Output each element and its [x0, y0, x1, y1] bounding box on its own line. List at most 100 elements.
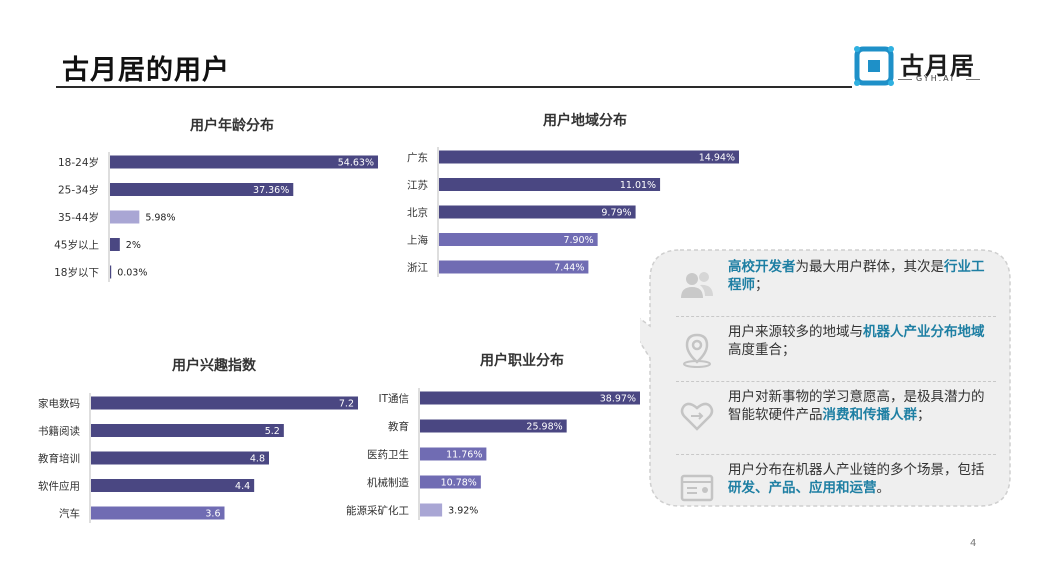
text-segment: 行业工程师	[728, 259, 985, 293]
interest-value-label: 5.2	[265, 426, 280, 437]
age-bar	[110, 238, 120, 251]
region-value-label: 11.01%	[620, 180, 656, 191]
interest-chart-title: 用户兴趣指数	[172, 358, 256, 374]
callout-text-3: 用户对新事物的学习意愿高，是极具潜力的智能软硬件产品消费和传播人群；	[728, 388, 996, 424]
occupation-chart-title: 用户职业分布	[480, 353, 564, 369]
page-title: 古月居的用户	[62, 55, 230, 86]
region-value-label: 9.79%	[601, 208, 631, 219]
text-segment: 研发、产品、应用和运营	[728, 480, 877, 496]
region-chart-title: 用户地域分布	[543, 113, 627, 129]
interest-category-label: 汽车	[59, 507, 80, 520]
age-value-label: 0.03%	[117, 268, 147, 279]
text-segment: 用户分布在机器人产业链的多个场景，包括	[728, 462, 985, 478]
callout-item-learning: 用户对新事物的学习意愿高，是极具潜力的智能软硬件产品消费和传播人群；	[676, 388, 996, 454]
logo-mark-icon	[854, 46, 894, 86]
region-bar	[439, 260, 589, 274]
age-category-label: 18岁以下	[54, 266, 99, 279]
age-chart-title: 用户年龄分布	[190, 118, 274, 134]
occupation-value-label: 3.92%	[448, 506, 478, 517]
title-divider	[56, 86, 852, 88]
callout-text-2: 用户来源较多的地域与机器人产业分布地域高度重合；	[728, 323, 996, 359]
interest-category-label: 书籍阅读	[38, 425, 80, 438]
interest-value-label: 4.4	[235, 481, 250, 492]
logo-text: 古月居	[900, 52, 975, 80]
id-card-icon	[680, 474, 714, 502]
interest-bar	[91, 424, 284, 437]
callout-item-scenarios: 用户分布在机器人产业链的多个场景，包括研发、产品、应用和运营。	[676, 461, 996, 519]
text-segment: 为最大用户群体，其次是	[795, 259, 945, 275]
callout-divider	[676, 316, 996, 317]
age-category-label: 35-44岁	[58, 211, 99, 224]
age-value-label: 5.98%	[145, 213, 175, 224]
region-bar	[439, 205, 636, 219]
age-bar	[110, 265, 112, 279]
interest-value-label: 4.8	[250, 454, 265, 465]
interest-value-label: 7.2	[339, 399, 354, 410]
age-category-label: 25-34岁	[58, 184, 99, 197]
region-value-label: 14.94%	[699, 153, 735, 164]
occupation-category-label: 能源采矿化工	[346, 504, 409, 517]
text-segment: ；	[755, 277, 769, 293]
region-bar	[439, 150, 739, 164]
interest-bar	[91, 396, 358, 410]
occupation-bar	[420, 503, 443, 517]
occupation-value-label: 11.76%	[446, 450, 482, 461]
region-category-label: 北京	[407, 206, 428, 219]
callout-text-4: 用户分布在机器人产业链的多个场景，包括研发、产品、应用和运营。	[728, 461, 996, 497]
heart-icon	[680, 402, 714, 431]
region-category-label: 江苏	[407, 179, 428, 192]
callout-bubble	[640, 249, 1011, 507]
callout-divider	[676, 381, 996, 382]
logo-subtitle: GYH.AI	[916, 74, 955, 83]
interest-value-label: 3.6	[205, 509, 220, 520]
occupation-bar	[420, 391, 640, 405]
region-value-label: 7.44%	[554, 263, 584, 274]
region-bar	[439, 178, 661, 191]
callout-item-regions: 用户来源较多的地域与机器人产业分布地域高度重合；	[676, 323, 996, 381]
interest-category-label: 软件应用	[38, 480, 80, 493]
age-value-label: 54.63%	[338, 158, 374, 169]
location-pin-icon	[683, 333, 711, 368]
logo-line-left	[898, 79, 912, 80]
occupation-category-label: IT通信	[378, 393, 409, 405]
region-value-label: 7.90%	[563, 235, 593, 246]
text-segment: ；	[917, 407, 931, 423]
text-segment: 用户对新事物的学习意愿高，是极具潜力的智能软硬件产品	[728, 389, 985, 423]
occupation-value-label: 38.97%	[600, 394, 636, 405]
text-segment: 机器人产业分布地域	[863, 324, 985, 340]
interest-bar	[91, 506, 225, 520]
logo: 古月居 GYH.AI	[854, 44, 990, 88]
interest-bar	[91, 451, 269, 465]
age-value-label: 2%	[126, 240, 141, 251]
occupation-value-label: 25.98%	[526, 422, 562, 433]
occupation-value-label: 10.78%	[441, 478, 477, 489]
age-bar	[110, 210, 140, 224]
region-category-label: 上海	[407, 234, 428, 247]
age-value-label: 37.36%	[253, 185, 289, 196]
occupation-bar	[420, 475, 481, 489]
text-segment: 高校开发者	[728, 259, 796, 275]
age-category-label: 18-24岁	[58, 156, 99, 169]
age-bar	[110, 155, 378, 169]
text-segment: 消费和传播人群	[822, 407, 918, 423]
occupation-bar	[420, 419, 567, 433]
page-number: 4	[970, 538, 977, 549]
interest-bar	[91, 479, 255, 492]
region-bar	[439, 233, 598, 246]
occupation-category-label: 医药卫生	[367, 448, 409, 461]
callout-content: 高校开发者为最大用户群体，其次是行业工程师； 用户来源较多的地域与机器人产业分布…	[676, 258, 996, 519]
text-segment: 高度重合；	[728, 342, 796, 358]
text-segment: 用户来源较多的地域与	[728, 324, 863, 340]
region-category-label: 广东	[407, 151, 428, 164]
callout-item-developers: 高校开发者为最大用户群体，其次是行业工程师；	[676, 258, 996, 316]
age-bar	[110, 183, 294, 196]
callout-text-1: 高校开发者为最大用户群体，其次是行业工程师；	[728, 258, 996, 294]
logo-line-right	[966, 79, 980, 80]
region-category-label: 浙江	[407, 262, 428, 274]
interest-category-label: 家电数码	[38, 397, 80, 410]
users-icon	[681, 272, 713, 298]
